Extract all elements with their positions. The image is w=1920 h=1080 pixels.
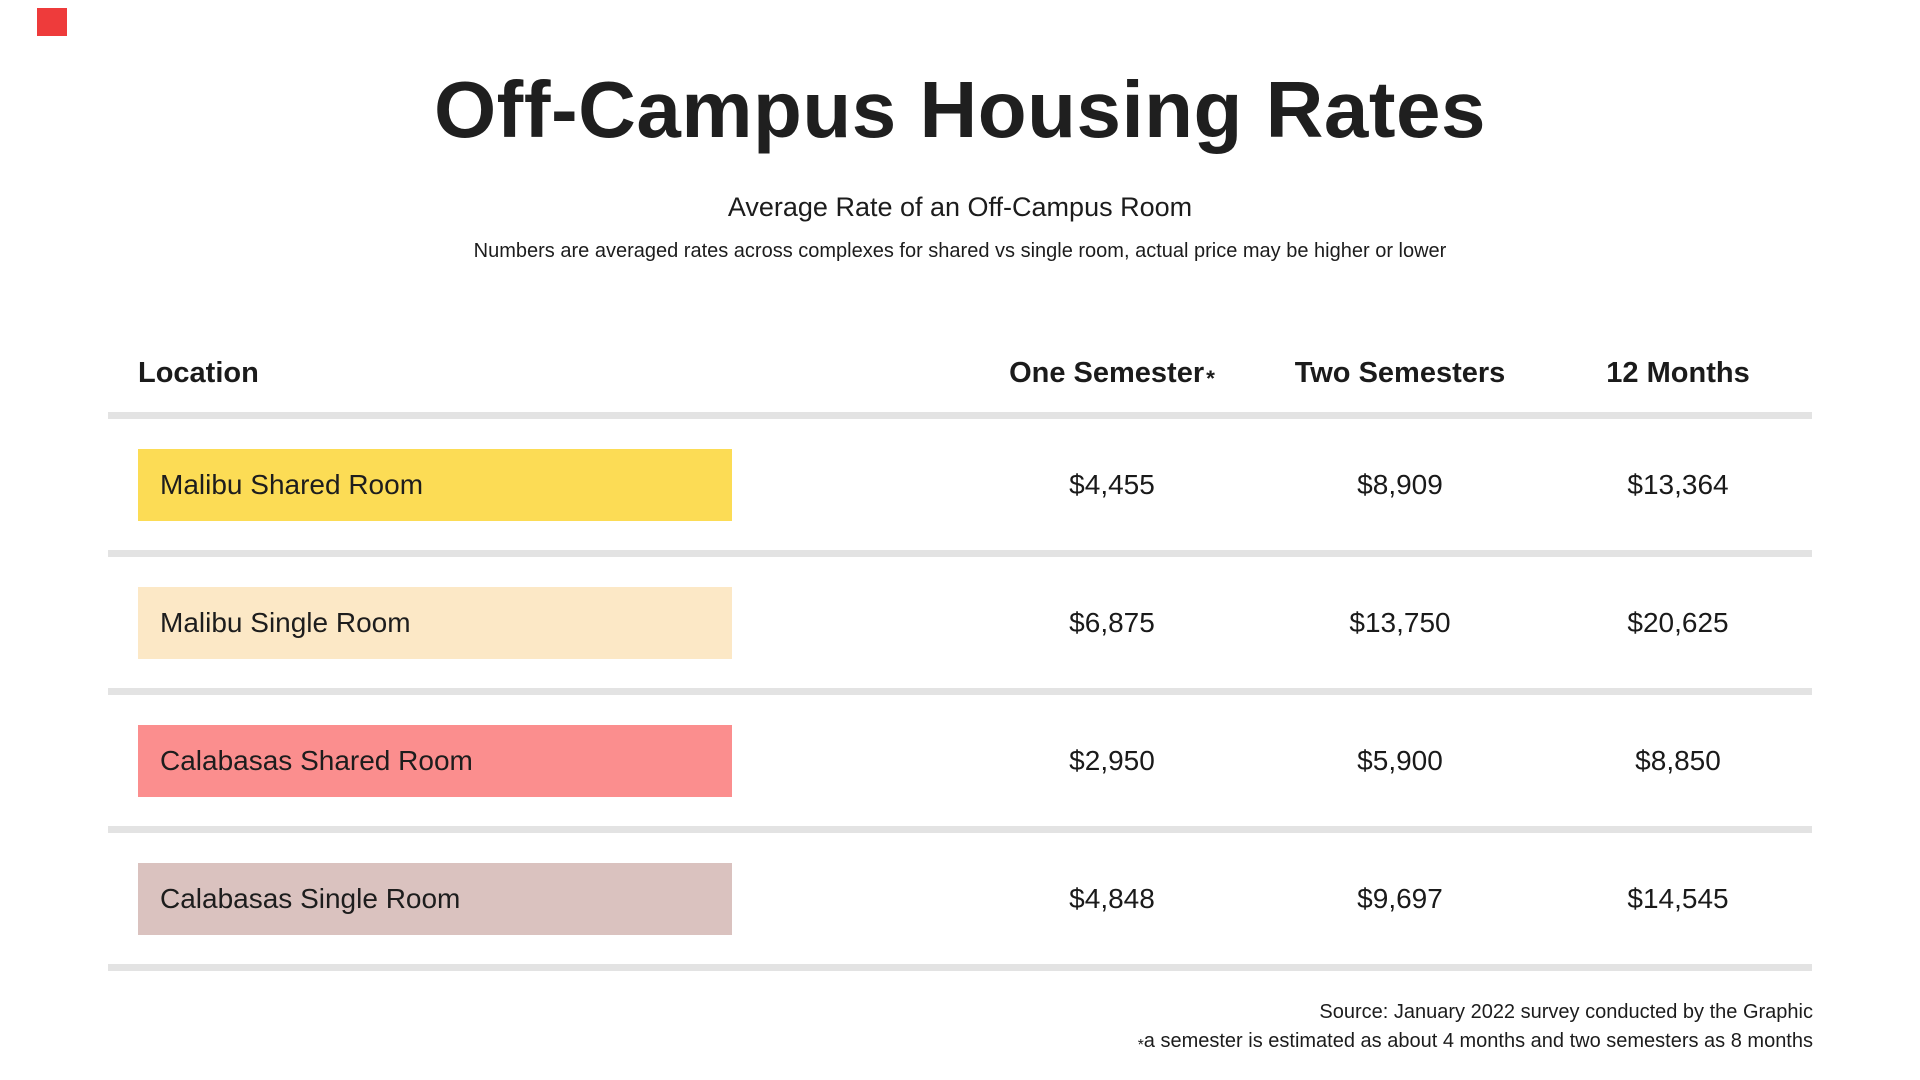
two-semesters-value: $13,750	[1349, 606, 1451, 638]
two-semesters-value: $8,909	[1357, 468, 1443, 500]
one-semester-value: $4,848	[1069, 882, 1155, 914]
one-semester-value: $2,950	[1069, 744, 1155, 776]
twelve-months-value: $13,364	[1627, 468, 1729, 500]
rates-table: Location One Semester* Two Semesters 12 …	[108, 334, 1812, 971]
footnote-line: *a semester is estimated as about 4 mont…	[1136, 1027, 1813, 1057]
location-highlight: Calabasas Shared Room	[138, 724, 732, 797]
row-divider	[108, 964, 1812, 971]
asterisk-icon: *	[1137, 1036, 1144, 1054]
table-row-calabasas-shared: Calabasas Shared Room $2,950 $5,900 $8,8…	[108, 695, 1812, 826]
table-row-malibu-single: Malibu Single Room $6,875 $13,750 $20,62…	[108, 557, 1812, 688]
row-divider	[108, 826, 1812, 833]
location-highlight: Calabasas Single Room	[138, 862, 732, 935]
column-header-two-semesters: Two Semesters	[1294, 356, 1506, 389]
row-divider	[108, 550, 1812, 557]
one-semester-value: $6,875	[1069, 606, 1155, 638]
footnote-text: a semester is estimated as about 4 month…	[1143, 1030, 1813, 1052]
page-title: Off-Campus Housing Rates	[433, 65, 1487, 154]
location-cell: Calabasas Shared Room	[108, 724, 968, 797]
column-header-one-semester: One Semester*	[968, 356, 1256, 391]
asterisk-icon: *	[1206, 365, 1215, 391]
one-semester-value: $4,455	[1069, 468, 1155, 500]
location-highlight: Malibu Shared Room	[138, 448, 732, 521]
twelve-months-value: $20,625	[1627, 606, 1729, 638]
column-header-12-months: 12 Months	[1606, 356, 1750, 389]
table-row-malibu-shared: Malibu Shared Room $4,455 $8,909 $13,364	[108, 419, 1812, 550]
row-divider	[108, 688, 1812, 695]
location-cell: Malibu Shared Room	[108, 448, 968, 521]
page-subtitle: Average Rate of an Off-Campus Room	[727, 192, 1193, 222]
table-row-calabasas-single: Calabasas Single Room $4,848 $9,697 $14,…	[108, 833, 1812, 964]
two-semesters-value: $5,900	[1357, 744, 1443, 776]
location-cell: Calabasas Single Room	[108, 862, 968, 935]
location-highlight: Malibu Single Room	[138, 586, 732, 659]
location-cell: Malibu Single Room	[108, 586, 968, 659]
row-divider	[108, 412, 1812, 419]
twelve-months-value: $14,545	[1627, 882, 1729, 914]
footer: Source: January 2022 survey conducted by…	[1136, 998, 1813, 1057]
red-marker-icon	[37, 8, 67, 36]
table-header-row: Location One Semester* Two Semesters 12 …	[108, 334, 1812, 412]
source-line: Source: January 2022 survey conducted by…	[1319, 1001, 1813, 1023]
column-header-one-semester-label: One Semester	[1009, 356, 1205, 389]
column-header-location: Location	[138, 356, 259, 389]
two-semesters-value: $9,697	[1357, 882, 1443, 914]
methodology-note: Numbers are averaged rates across comple…	[473, 240, 1447, 262]
twelve-months-value: $8,850	[1635, 744, 1721, 776]
